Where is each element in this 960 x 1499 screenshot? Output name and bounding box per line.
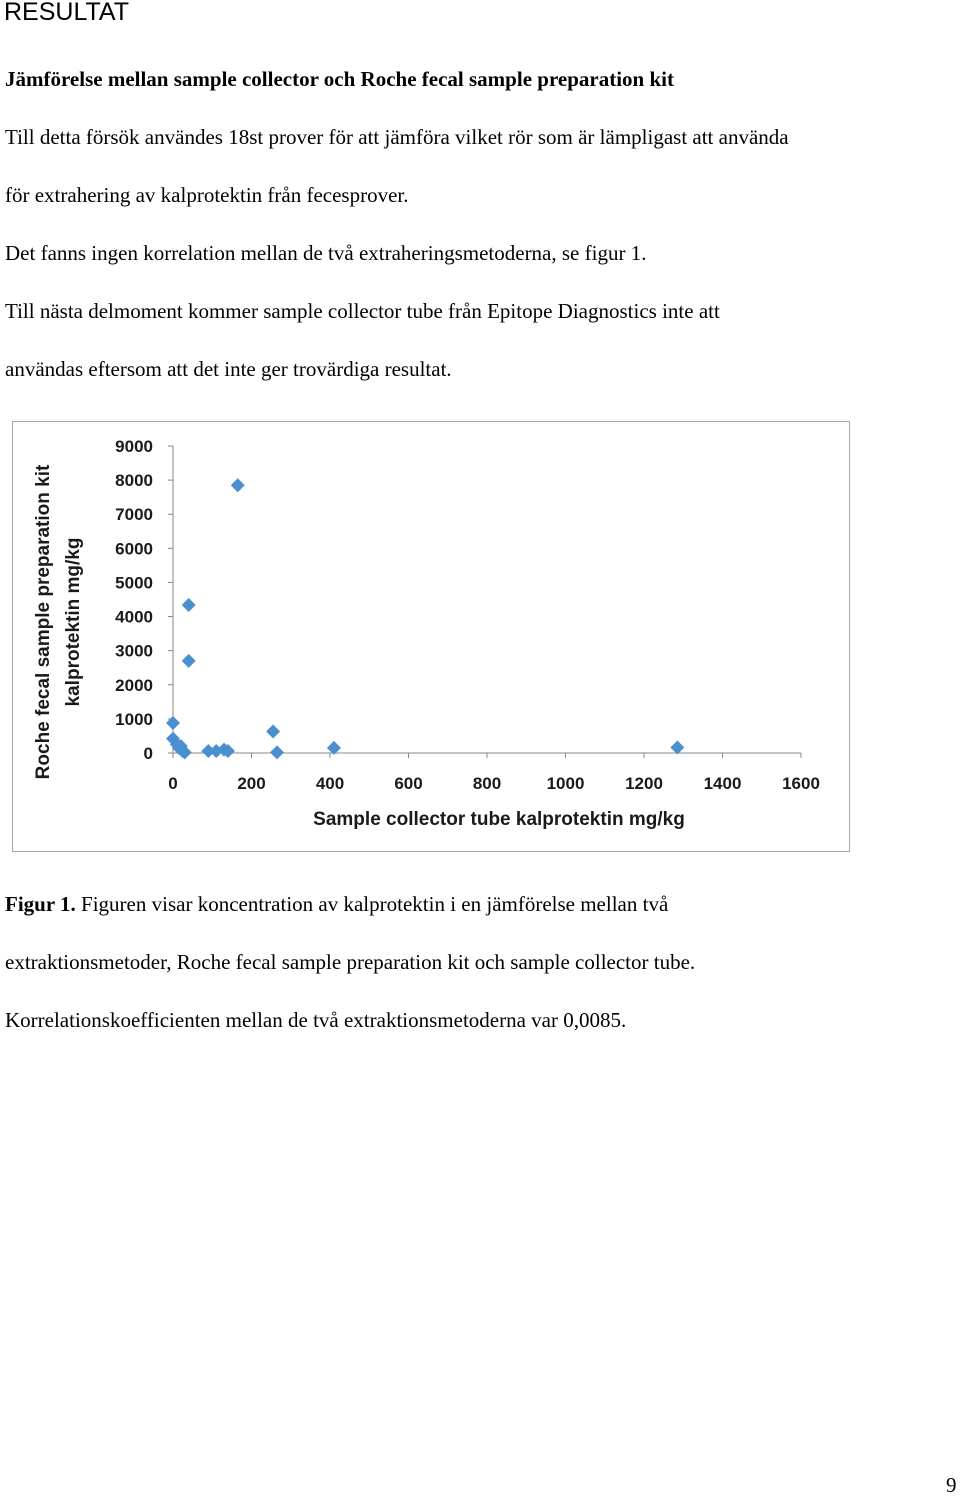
y-tick-label: 7000 — [115, 505, 153, 524]
y-tick-label: 4000 — [115, 608, 153, 627]
y-tick-label: 0 — [144, 744, 153, 763]
x-tick-label: 1000 — [547, 774, 585, 793]
x-tick-label: 1200 — [625, 774, 663, 793]
x-tick-label: 1400 — [704, 774, 742, 793]
page-title: RESULTAT — [4, 0, 130, 26]
data-point — [177, 745, 192, 760]
paragraph-line: Till nästa delmoment kommer sample colle… — [5, 299, 720, 323]
y-tick-label: 6000 — [115, 539, 153, 558]
data-point — [266, 724, 281, 739]
caption-line: Figur 1. Figuren visar koncentration av … — [5, 892, 668, 916]
paragraph-line: för extrahering av kalprotektin från fec… — [5, 183, 409, 207]
paragraph-line: användas eftersom att det inte ger trovä… — [5, 357, 452, 381]
paragraph-line: Det fanns ingen korrelation mellan de tv… — [5, 241, 647, 265]
data-point — [220, 743, 235, 758]
data-point — [326, 740, 341, 755]
x-tick-label: 200 — [237, 774, 265, 793]
y-tick-label: 1000 — [115, 710, 153, 729]
data-point — [181, 597, 196, 612]
data-point — [181, 653, 196, 668]
y-tick-label: 3000 — [115, 642, 153, 661]
data-point — [201, 743, 216, 758]
x-tick-label: 1600 — [782, 774, 820, 793]
y-tick-label: 9000 — [115, 437, 153, 456]
x-tick-label: 600 — [394, 774, 422, 793]
data-point — [270, 745, 285, 760]
y-tick-label: 2000 — [115, 676, 153, 695]
data-point — [230, 478, 245, 493]
y-tick-label: 5000 — [115, 573, 153, 592]
x-tick-label: 400 — [316, 774, 344, 793]
chart: 0 1000 2000 3000 4000 5000 6000 7000 8000 9000 0 20… — [33, 437, 820, 830]
paragraph-line: Till detta försök användes 18st prover f… — [5, 125, 789, 149]
data-point — [166, 715, 180, 730]
caption-label: Figur 1. — [5, 892, 76, 916]
section-heading: Jämförelse mellan sample collector och R… — [5, 67, 674, 91]
y-axis-label: Roche fecal sample preparation kit — [33, 464, 54, 779]
x-tick-label: 800 — [473, 774, 501, 793]
caption-line: Korrelationskoefficienten mellan de två … — [5, 1008, 627, 1032]
x-axis-label: Sample collector tube kalprotektin mg/kg — [313, 809, 685, 830]
page-number: 9 — [946, 1473, 957, 1497]
caption-text: Figuren visar koncentration av kalprotek… — [81, 892, 669, 916]
caption-line: extraktionsmetoder, Roche fecal sample p… — [5, 950, 696, 974]
data-point — [670, 740, 685, 755]
figure: 0 1000 2000 3000 4000 5000 6000 7000 8000 9000 0 20… — [12, 421, 850, 852]
y-axis-label: kalprotektin mg/kg — [63, 538, 84, 707]
x-tick-label: 0 — [168, 774, 177, 793]
y-tick-label: 8000 — [115, 471, 153, 490]
